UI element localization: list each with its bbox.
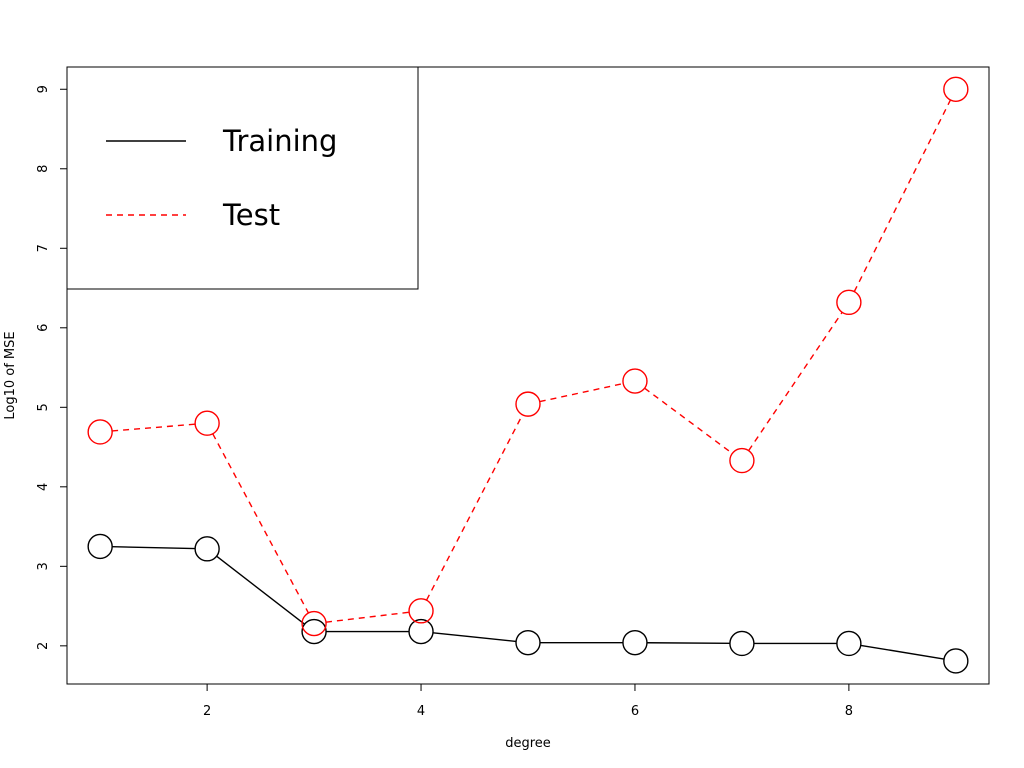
series-line-segment	[748, 311, 843, 452]
series-point	[729, 447, 755, 474]
legend-label: Training	[222, 124, 337, 158]
series-line-segment	[112, 546, 196, 550]
legend-label: Test	[222, 198, 280, 232]
y-tick-label: 6	[36, 324, 51, 332]
y-axis: 2 3 4 5 6 7 8 9	[36, 85, 67, 650]
series-line-segment	[212, 433, 310, 614]
y-tick-label: 9	[36, 85, 51, 93]
series-point	[194, 536, 220, 562]
series-point	[622, 629, 648, 656]
legend-box	[66, 66, 419, 290]
y-tick-label: 4	[36, 483, 51, 491]
series-line-segment	[112, 423, 196, 432]
series-layer	[87, 76, 969, 674]
series-point	[836, 630, 862, 657]
x-axis-title: degree	[505, 736, 551, 751]
series-point	[408, 618, 434, 645]
y-tick-label: 8	[36, 165, 51, 173]
x-tick-label: 4	[417, 704, 425, 719]
series-point	[301, 610, 327, 637]
series-point	[87, 419, 113, 445]
series-point	[408, 598, 434, 624]
x-axis: 2 4 6 8	[203, 684, 853, 719]
series-point	[87, 533, 113, 560]
legend: Training Test	[66, 66, 419, 290]
y-tick-label: 2	[36, 642, 51, 650]
series-point	[515, 391, 541, 417]
plot-frame	[66, 66, 990, 685]
x-tick-label: 6	[631, 704, 639, 719]
series-line-segment	[425, 414, 524, 601]
series-line-segment	[860, 644, 945, 660]
series-line-segment	[539, 382, 624, 403]
series-line-segment	[644, 387, 733, 454]
series-point	[515, 629, 541, 656]
series-line-segment	[216, 555, 306, 625]
series-line-segment	[853, 99, 952, 292]
y-tick-label: 5	[36, 403, 51, 411]
series-line-segment	[646, 642, 730, 645]
series-point	[943, 648, 969, 674]
series-point	[836, 289, 862, 316]
series-line-segment	[325, 611, 410, 623]
y-tick-label: 7	[36, 244, 51, 252]
series-point	[729, 630, 755, 657]
y-axis-title: Log10 of MSE	[3, 331, 18, 419]
series-point	[301, 618, 327, 645]
series-point	[194, 410, 220, 436]
series-point	[622, 368, 648, 394]
series-line-segment	[432, 632, 517, 643]
x-tick-label: 2	[203, 704, 211, 719]
x-tick-label: 8	[845, 704, 853, 719]
y-tick-label: 3	[36, 562, 51, 570]
series-point	[943, 76, 969, 102]
